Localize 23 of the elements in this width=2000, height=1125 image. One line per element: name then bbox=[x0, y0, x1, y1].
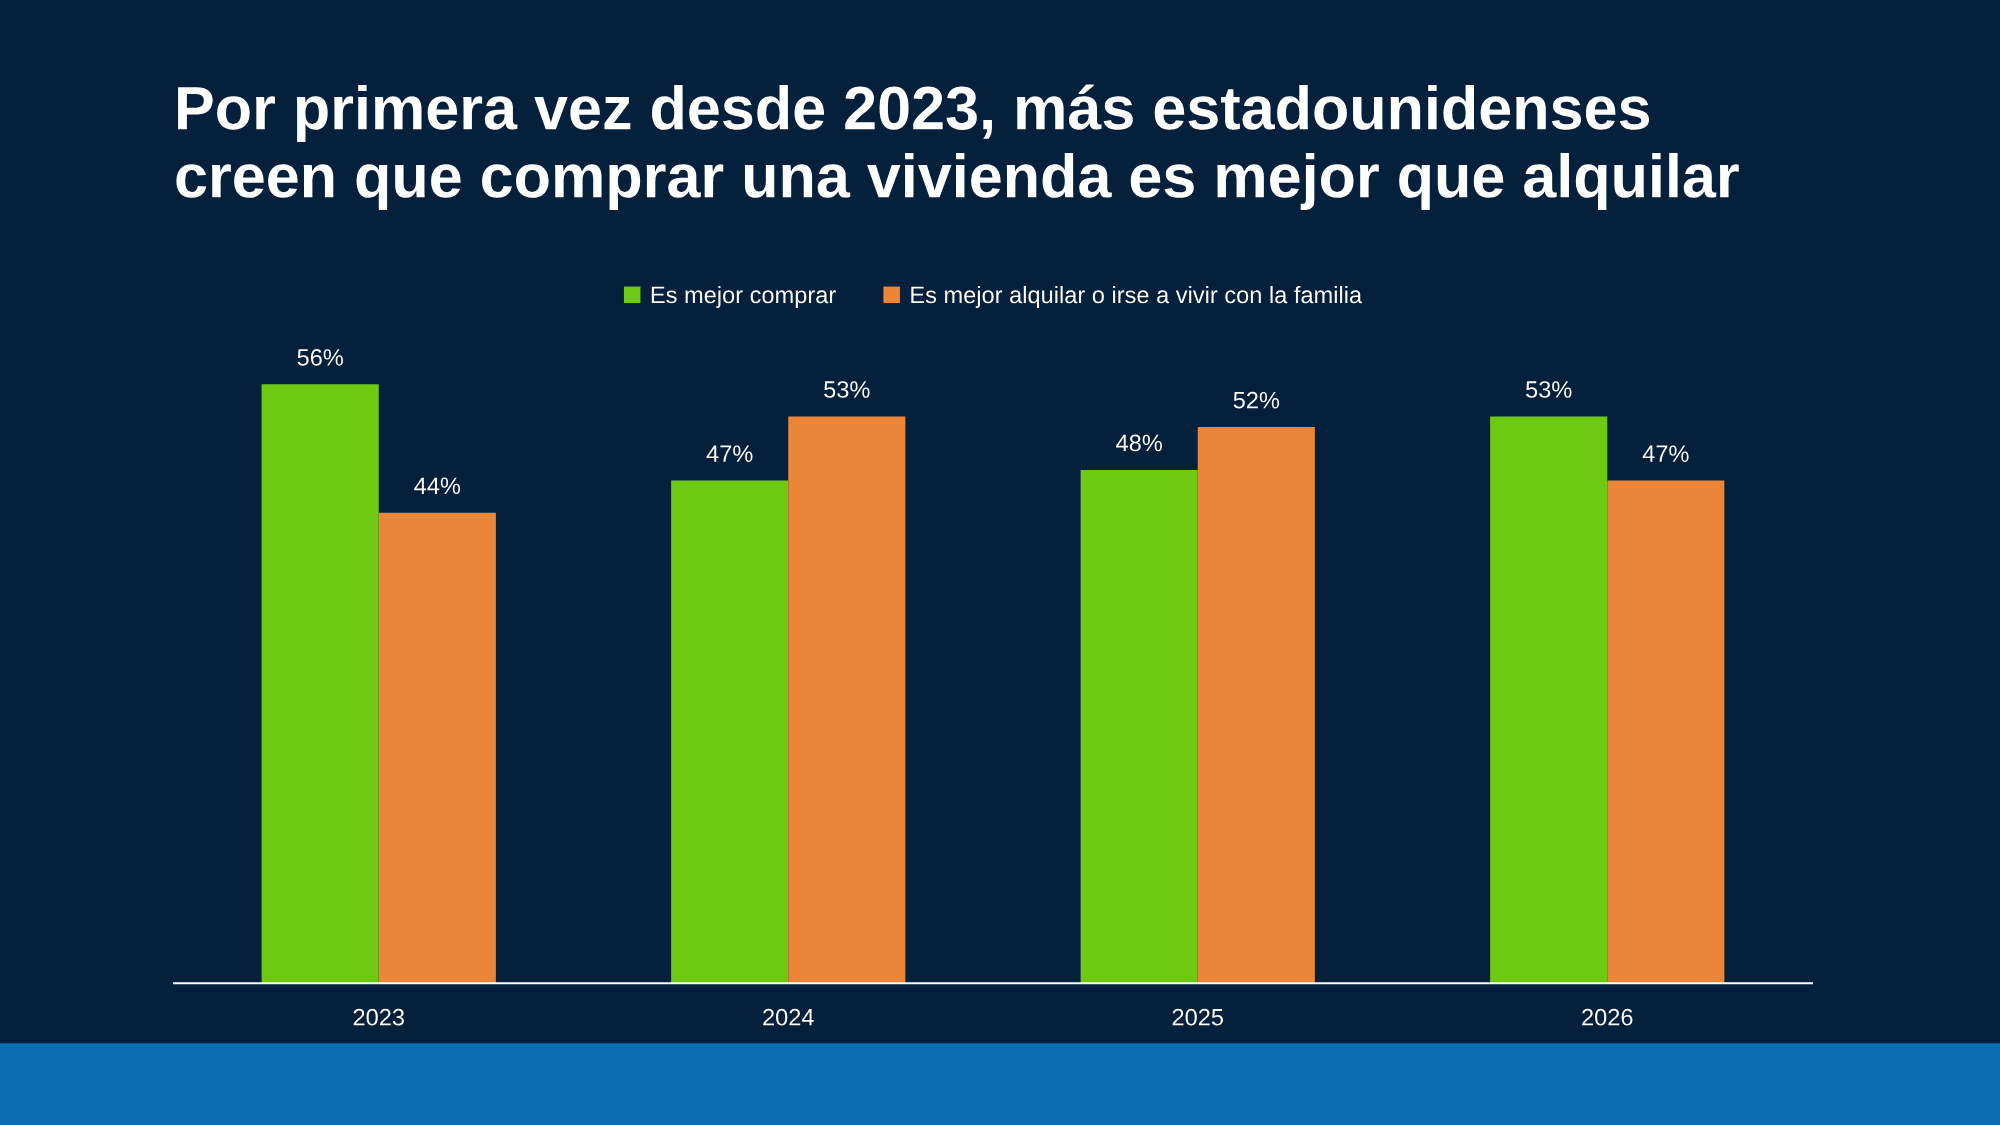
data-label: 53% bbox=[1526, 381, 1572, 398]
x-tick-label: 2026 bbox=[1582, 1008, 1633, 1026]
x-tick-label: 2023 bbox=[353, 1008, 404, 1026]
legend-label: Es mejor comprar bbox=[651, 285, 836, 308]
bar bbox=[788, 416, 906, 984]
bar bbox=[261, 384, 379, 984]
data-label: 47% bbox=[706, 445, 753, 462]
data-label: 48% bbox=[1116, 434, 1162, 452]
bar bbox=[378, 512, 496, 984]
data-label: 56% bbox=[297, 349, 343, 366]
bar bbox=[671, 480, 789, 984]
chart-title: Por primera vez desde 2023, más estadounidenses creen que comprar una vivienda es mejor que alquilar bbox=[176, 84, 1739, 210]
data-label: 47% bbox=[1642, 445, 1689, 462]
data-label: 52% bbox=[1233, 391, 1280, 409]
bar bbox=[1490, 416, 1608, 984]
legend-label: Es mejor alquilar o irse a vivir con la familia bbox=[911, 285, 1363, 308]
bar bbox=[1607, 480, 1725, 984]
data-label: 44% bbox=[414, 477, 461, 495]
x-tick-label: 2024 bbox=[763, 1008, 814, 1026]
x-tick-label: 2025 bbox=[1172, 1008, 1224, 1026]
bar bbox=[1197, 427, 1315, 984]
bar bbox=[1080, 469, 1198, 984]
data-label: 53% bbox=[824, 381, 870, 398]
